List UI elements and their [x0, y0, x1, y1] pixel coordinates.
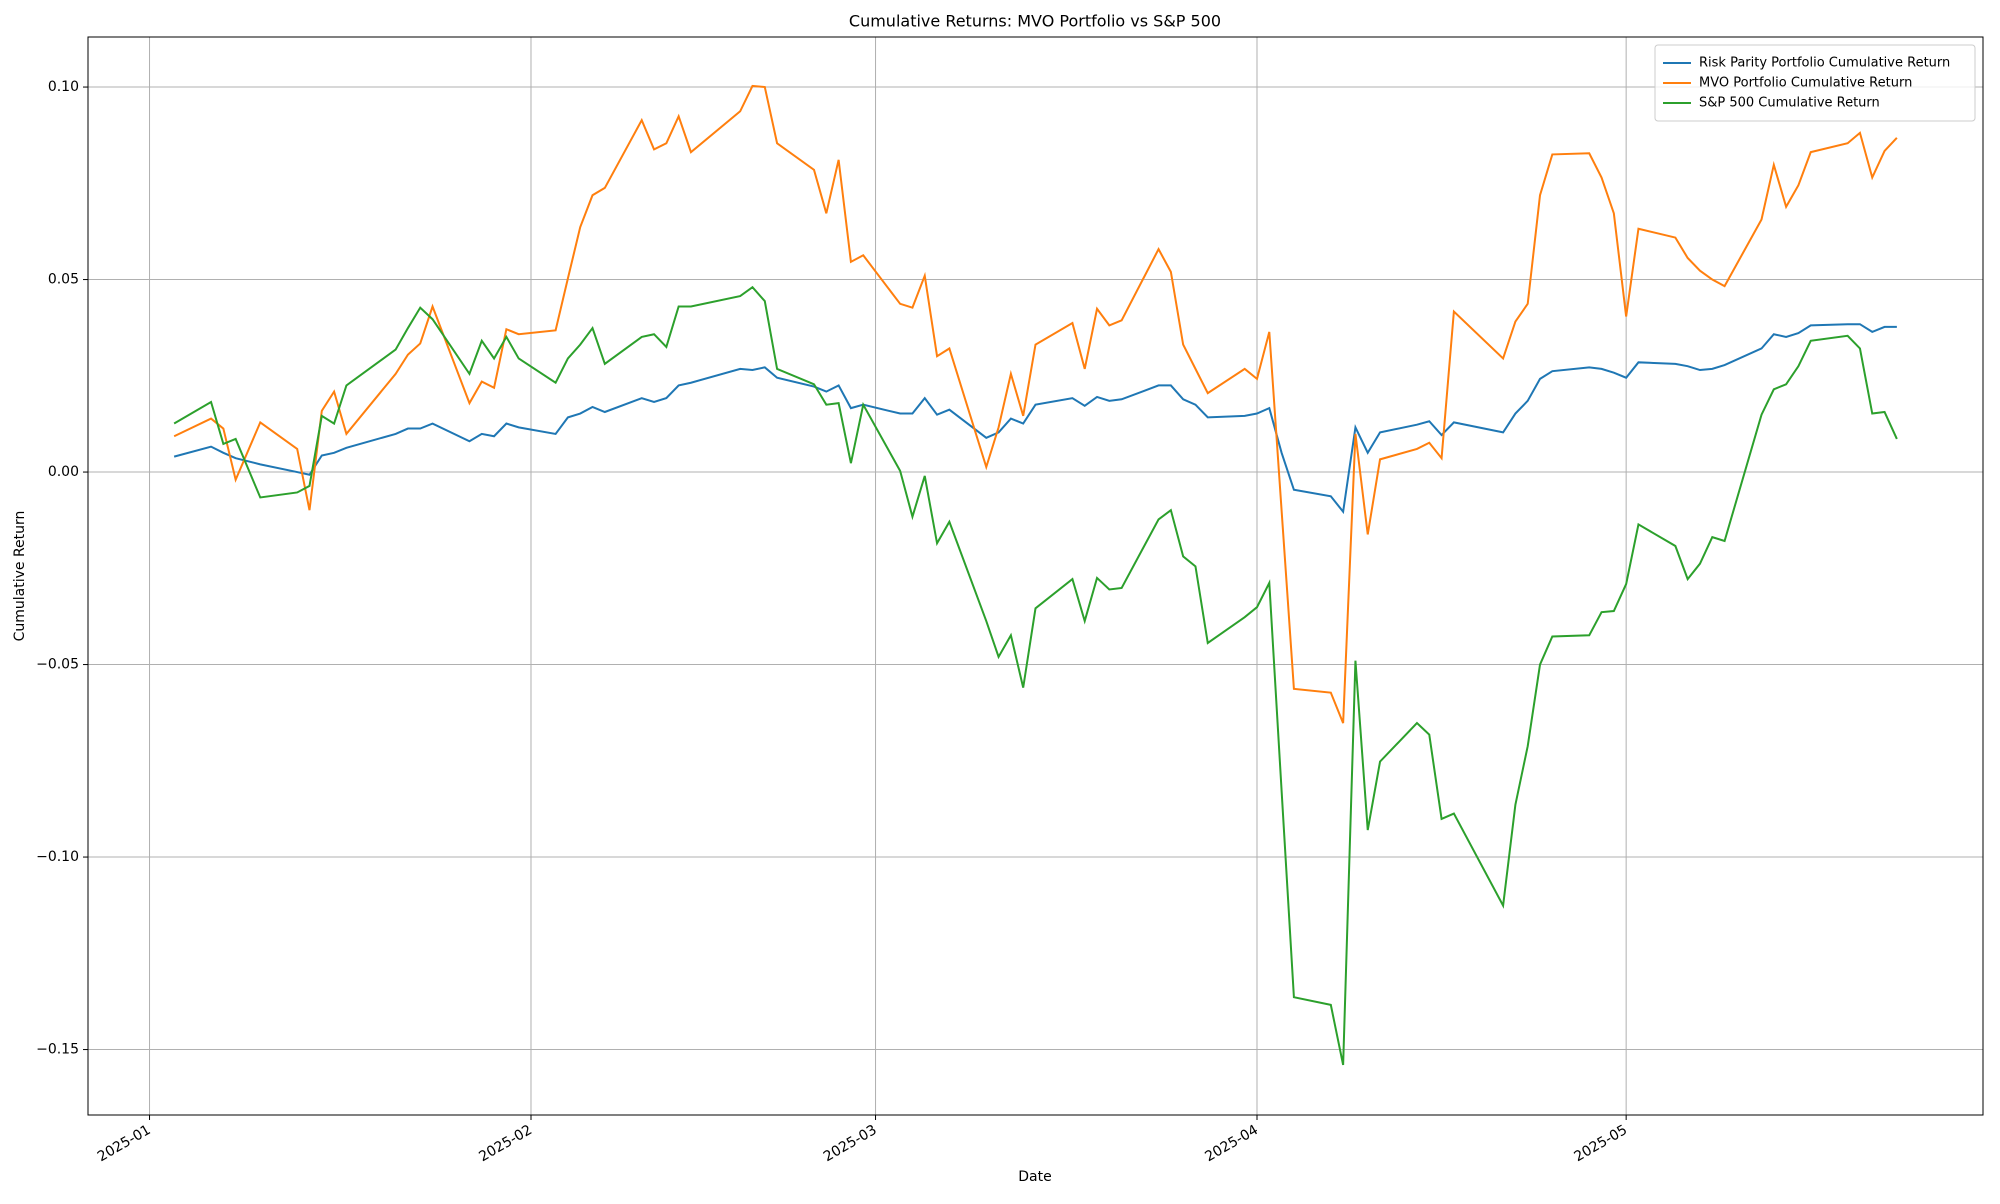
y-axis-label: Cumulative Return — [12, 511, 28, 642]
x-tick-label: 2025-01 — [95, 1122, 154, 1165]
legend-label: S&P 500 Cumulative Return — [1699, 96, 1880, 111]
y-tick-label: −0.10 — [36, 849, 79, 865]
line-series — [173, 84, 1898, 724]
y-tick-label: −0.15 — [36, 1042, 79, 1058]
y-tick-label: 0.05 — [48, 272, 79, 288]
y-tick-label: 0.00 — [48, 464, 79, 480]
legend-label: Risk Parity Portfolio Cumulative Return — [1699, 56, 1950, 71]
x-tick-label: 2025-04 — [1202, 1122, 1261, 1165]
line-series — [173, 323, 1897, 515]
y-tick-label: 0.10 — [48, 79, 79, 95]
legend-label: MVO Portfolio Cumulative Return — [1699, 76, 1912, 91]
legend-box — [1654, 44, 1976, 122]
x-axis-label: Date — [1018, 1169, 1051, 1185]
x-tick-label: 2025-03 — [821, 1122, 880, 1165]
y-tick-label: −0.05 — [36, 657, 79, 673]
line-series — [173, 285, 1898, 1066]
x-tick-label: 2025-05 — [1571, 1122, 1630, 1165]
plot-frame — [87, 36, 1984, 1116]
x-tick-label: 2025-02 — [476, 1122, 535, 1165]
chart-title: Cumulative Returns: MVO Portfolio vs S&P… — [849, 12, 1221, 31]
legend: Risk Parity Portfolio Cumulative Return M… — [1654, 44, 1976, 122]
